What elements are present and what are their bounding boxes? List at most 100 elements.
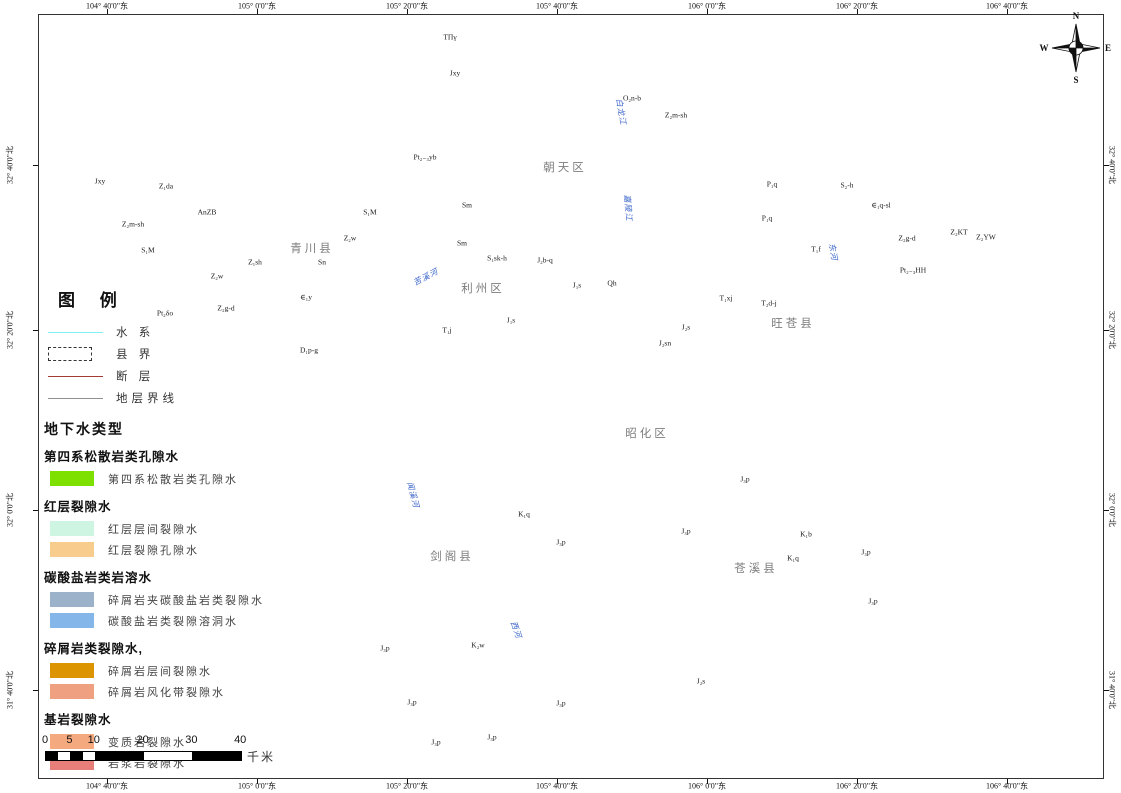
coord-label-bottom: 105° 0'0"东 [238,781,276,791]
legend-panel: 图 例 水 系县 界断 层地层界线 地下水类型 第四系松散岩类孔隙水 第四系松散岩… [44,286,324,773]
frame-tick [1104,510,1109,511]
compass-w-label: W [1039,43,1049,53]
compass-star-icon [1051,23,1101,73]
river-line [48,331,103,333]
geo-unit-label: Pt₂₋₃HH [899,265,927,275]
legend-swatch [50,592,94,607]
geo-unit-label: Z₂YW [976,232,996,242]
scalebar-segment [143,752,193,760]
legend-line-symbols: 水 系县 界断 层地层界线 [44,321,324,409]
coord-label-bottom: 106° 40'0"东 [986,781,1028,791]
geo-unit-label: Sn [318,257,326,267]
geo-unit-label: Pt₂δo [156,308,174,318]
geo-unit-label: T₂d-j [761,298,777,308]
compass-e-label: E [1104,43,1112,53]
geo-unit-label: Z₂w [210,271,224,281]
geo-unit-label: K₂w [471,640,485,650]
legend-line-item: 断 层 [48,365,324,387]
geo-unit-label: S₁sk-h [487,253,507,263]
frame-tick [33,165,38,166]
legend-swatch [50,613,94,628]
scalebar-segment [82,752,95,760]
frame-tick [1104,165,1109,166]
boundary-symbol [48,347,104,361]
geo-unit-label: J₃p [681,526,691,536]
coord-label-left: 31° 40'0"北 [5,671,15,709]
geo-unit-label: S₁M [363,207,377,217]
scalebar-tick-label: 20 [136,734,149,746]
groundwater-type-title: 地下水类型 [44,421,124,437]
coord-label-bottom: 105° 40'0"东 [536,781,578,791]
legend-line-item: 县 界 [48,343,324,365]
legend-line-item: 水 系 [48,321,324,343]
stratum-line [48,397,103,399]
legend-item: 碳酸盐岩类裂隙溶洞水 [44,610,324,631]
scalebar-tick-label: 30 [185,734,198,746]
frame-tick [107,9,108,14]
geo-unit-label: Z₂g-d [898,233,916,243]
coord-label-top: 106° 20'0"东 [836,1,878,11]
fault-line [48,375,103,377]
map-frame-border [38,14,1104,779]
legend-item-label: 红层层间裂隙水 [108,523,199,536]
geo-unit-label: T₁xj [719,293,733,303]
geo-unit-label: J₃p [556,698,566,708]
river-symbol [48,331,104,333]
geo-unit-label: Z₂KT [950,227,968,237]
geo-unit-label: D₁p-g [299,345,319,355]
frame-tick [857,9,858,14]
legend-item: 红层裂隙孔隙水 [44,539,324,560]
frame-tick [107,779,108,784]
legend-group-header: 第四系松散岩类孔隙水 [44,450,180,464]
legend-item-label: 变质岩裂隙水 [108,736,186,749]
geo-unit-label: J₂s [696,676,706,686]
geo-unit-label: J₁s [572,280,582,290]
geo-unit-label: Sm [456,238,468,248]
geo-unit-label: Sm [461,200,473,210]
geo-unit-label: J₃p [740,474,750,484]
legend-item-label: 红层裂隙孔隙水 [108,544,199,557]
legend-line-label: 水 系 [116,327,155,339]
frame-tick [557,779,558,784]
legend-item: 变质岩裂隙水 [44,731,324,752]
geo-unit-label: J₂s [681,322,691,332]
frame-tick [707,779,708,784]
scale-bar-graphic [45,751,242,761]
coord-label-top: 105° 20'0"东 [386,1,428,11]
geo-unit-label: J₃p [556,537,566,547]
frame-tick [257,779,258,784]
frame-tick [257,9,258,14]
geo-unit-label: AnZB [197,207,217,217]
coord-label-top: 104° 40'0"东 [86,1,128,11]
compass-rose: N E S W [1039,11,1112,85]
legend-line-label: 地层界线 [116,393,178,405]
frame-tick [1007,779,1008,784]
legend-swatch [50,734,94,749]
compass-n-label: N [1072,11,1080,21]
coord-label-bottom: 106° 20'0"东 [836,781,878,791]
scalebar-segment [46,752,59,760]
county-label: 旺苍县 [771,318,815,330]
county-label: 青川县 [290,243,334,255]
scalebar-segment [192,752,242,760]
county-label: 利州区 [461,283,505,295]
geo-unit-label: S₁M [141,245,155,255]
scalebar-segment [94,752,144,760]
legend-item-label: 碎屑岩层间裂隙水 [108,665,212,678]
geo-unit-label: ∈₁y [300,292,312,302]
frame-tick [1104,690,1109,691]
geo-unit-label: Z₂m-sh [664,110,688,120]
legend-group-header: 基岩裂隙水 [44,713,112,727]
geo-unit-label: T₁j [442,325,452,335]
scalebar-segment [58,752,71,760]
legend-group-header: 碳酸盐岩类岩溶水 [44,571,153,585]
frame-tick [707,9,708,14]
geo-unit-label: Z₂m-sh [121,219,145,229]
geo-unit-label: Jxy [449,68,461,78]
coord-label-top: 105° 0'0"东 [238,1,276,11]
coord-label-bottom: 105° 20'0"东 [386,781,428,791]
geo-unit-label: K₁q [518,509,530,519]
geo-unit-label: Qh [607,278,617,288]
geo-unit-label: Z₂g-d [217,303,235,313]
